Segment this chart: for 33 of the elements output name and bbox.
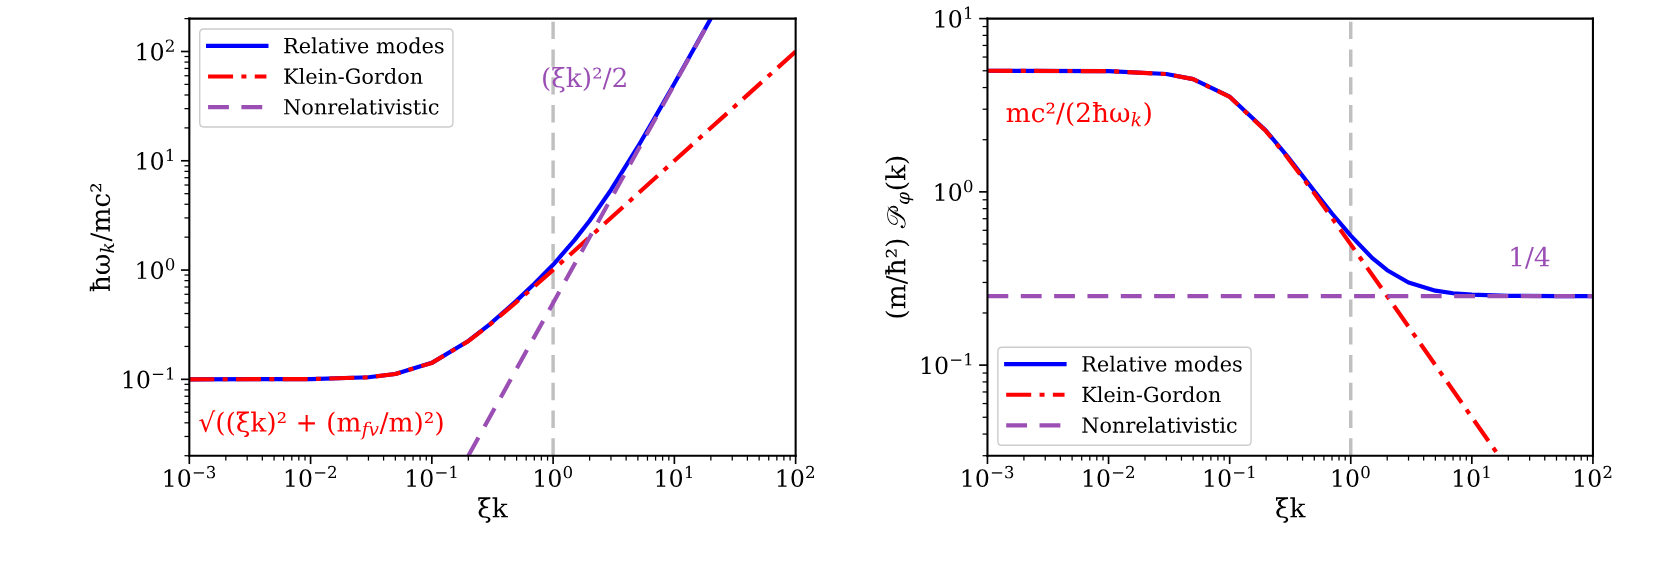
- y-tick-label: 10$^{2}$: [137, 39, 174, 61]
- legend-label: Relative modes: [284, 37, 444, 54]
- x-tick-label: 10$^{−1}$: [1204, 465, 1255, 488]
- y-tick-label: 10$^{0}$: [137, 258, 175, 280]
- annotation: (ξk)²/2: [543, 67, 626, 93]
- x-tick-label: 10$^{0}$: [535, 465, 573, 488]
- x-tick-label: 10$^{−1}$: [407, 465, 457, 488]
- annotation: 1/4: [1511, 246, 1550, 269]
- y-tick-label: 10$^{1}$: [137, 148, 173, 170]
- annotation: mc²/(2ħω$_{k}$): [1006, 102, 1151, 127]
- legend-label: Klein-Gordon: [284, 67, 423, 85]
- y-tick-label: 10$^{1}$: [935, 6, 972, 28]
- legend-label: Relative modes: [1082, 355, 1242, 372]
- legend-label: Klein-Gordon: [1082, 386, 1221, 403]
- y-tick-label: 10$^{0}$: [935, 179, 973, 201]
- x-tick-label: 10$^{−2}$: [285, 465, 336, 488]
- x-tick-label: 10$^{−3}$: [962, 465, 1014, 488]
- y-axis-title: ħω$_{k}$/mc²: [89, 183, 114, 292]
- x-tick-label: 10$^{0}$: [1332, 465, 1370, 488]
- y-axis-title: (m/ħ²) 𝒫$_{φ}$(k): [885, 156, 914, 318]
- legend-label: Nonrelativistic: [1082, 416, 1237, 433]
- x-axis-title: ξk: [478, 497, 508, 523]
- x-tick-label: 10$^{1}$: [1453, 465, 1490, 488]
- x-tick-label: 10$^{2}$: [777, 465, 815, 488]
- x-tick-label: 10$^{−2}$: [1083, 465, 1134, 488]
- x-tick-label: 10$^{1}$: [656, 465, 693, 488]
- x-tick-label: 10$^{−3}$: [164, 465, 216, 488]
- y-tick-label: 10$^{−1}$: [123, 367, 174, 389]
- y-tick-label: 10$^{−1}$: [921, 353, 972, 375]
- legend-label: Nonrelativistic: [284, 98, 439, 115]
- x-tick-label: 10$^{2}$: [1575, 465, 1612, 488]
- x-axis-title: ξk: [1276, 497, 1306, 523]
- annotation: √((ξk)² + (m$_{fv}$/m)²): [199, 410, 443, 440]
